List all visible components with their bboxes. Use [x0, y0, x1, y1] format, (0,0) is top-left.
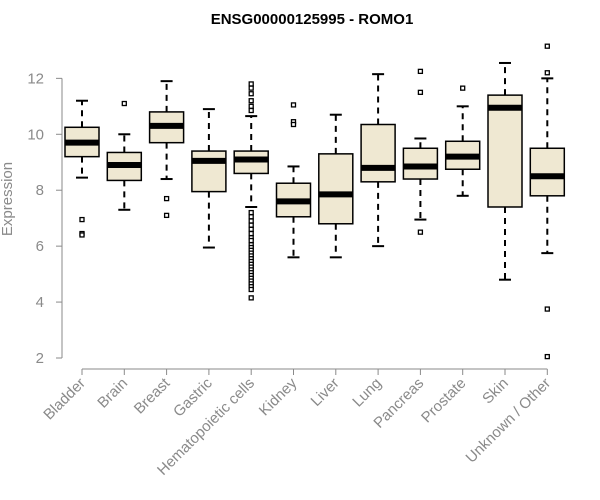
outlier-point — [417, 89, 424, 95]
outlier-point — [417, 229, 424, 235]
outlier-point — [248, 222, 254, 228]
outlier-point — [544, 70, 550, 76]
y-tick-label: 4 — [36, 294, 44, 311]
outlier-point — [544, 306, 550, 312]
outlier-point — [163, 212, 170, 219]
outlier-point — [248, 91, 254, 97]
outlier-point — [248, 237, 254, 244]
box-11 — [487, 61, 523, 281]
x-tick-label: Kidney — [256, 374, 301, 419]
iqr-box — [529, 147, 566, 197]
plot-area — [64, 43, 566, 360]
x-tick-label: Brain — [94, 375, 131, 412]
outlier-point — [79, 216, 85, 223]
box-7 — [318, 113, 354, 259]
outlier-point — [248, 85, 254, 91]
box-12 — [529, 43, 566, 360]
y-tick-label: 2 — [36, 350, 44, 367]
outlier-point — [248, 98, 254, 104]
y-tick-label: 10 — [27, 126, 44, 143]
chart-title: ENSG00000125995 - ROMO1 — [211, 11, 414, 28]
outlier-point — [248, 103, 254, 109]
outlier-point — [290, 102, 297, 108]
box-9 — [402, 68, 439, 235]
outlier-point — [544, 353, 550, 360]
outlier-point — [248, 214, 254, 220]
outlier-point — [248, 230, 254, 237]
x-tick-label: Lung — [349, 375, 385, 411]
box-4 — [191, 108, 227, 249]
box-3 — [148, 80, 185, 219]
outlier-point — [248, 218, 254, 224]
outlier-point — [248, 286, 254, 293]
outlier-point — [79, 232, 85, 238]
x-tick-label: Skin — [479, 375, 512, 408]
outlier-point — [248, 209, 254, 216]
x-tick-label: Prostate — [418, 375, 470, 427]
outlier-point — [290, 121, 297, 128]
outlier-point — [248, 81, 254, 87]
outlier-point — [417, 68, 424, 75]
box-1 — [64, 99, 100, 238]
box-10 — [444, 85, 481, 197]
outlier-point — [163, 195, 170, 202]
outlier-point — [248, 107, 254, 114]
box-6 — [275, 102, 312, 259]
iqr-box — [487, 94, 523, 208]
y-axis: 2 4 6 8 10 12 — [27, 70, 63, 367]
box-5 — [233, 81, 269, 301]
y-axis-label: Expression — [0, 162, 16, 236]
outlier-point — [544, 43, 550, 49]
box-2 — [106, 100, 143, 211]
y-tick-label: 8 — [36, 182, 44, 199]
y-tick-label: 6 — [36, 238, 44, 255]
y-tick-label: 12 — [27, 70, 44, 87]
x-tick-label: Breast — [131, 374, 174, 417]
outlier-point — [248, 295, 254, 301]
iqr-box — [360, 123, 396, 183]
outlier-point — [121, 100, 127, 107]
x-tick-label: Liver — [308, 375, 343, 410]
outlier-point — [460, 85, 466, 91]
outlier-point — [248, 226, 254, 233]
box-8 — [360, 73, 396, 248]
x-tick-label: Bladder — [40, 375, 89, 424]
iqr-box — [318, 153, 354, 225]
iqr-box — [191, 150, 227, 193]
